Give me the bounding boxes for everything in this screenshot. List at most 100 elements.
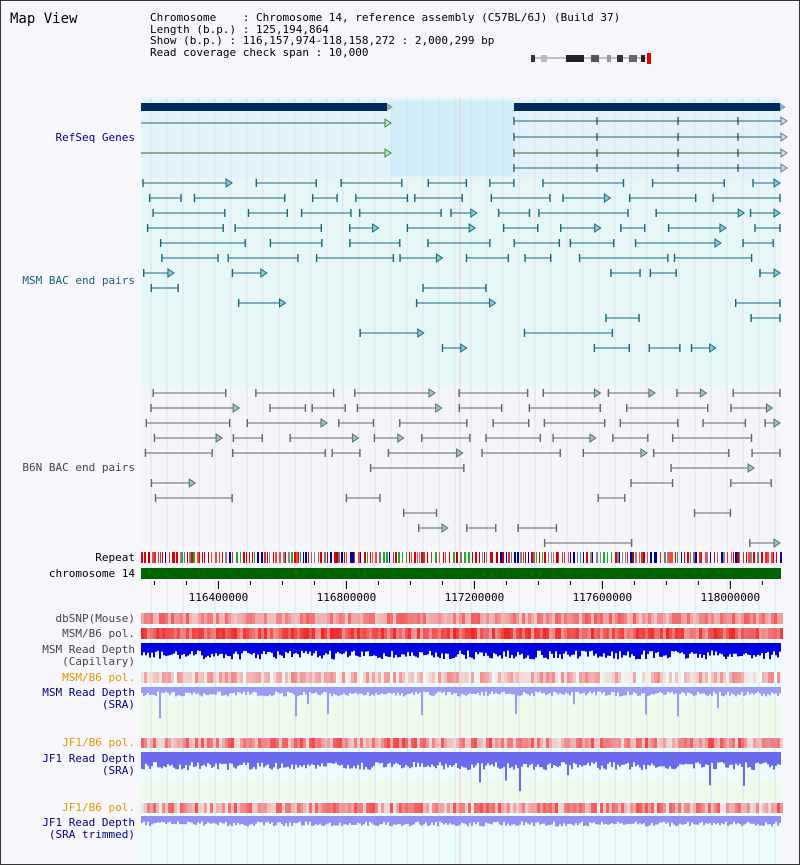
msm-sra-depth-bar (197, 687, 199, 694)
repeat-element (324, 552, 326, 563)
jf1-b6-pol-strip (519, 738, 522, 748)
msm-sra-depth-bar (199, 687, 201, 696)
msm-b6-pol-strip (477, 628, 480, 639)
jf1-trimmed-depth-bar (729, 816, 731, 825)
repeat-element (517, 552, 519, 563)
msm-sra-depth-bar (567, 687, 569, 694)
jf1-sra-depth-bar (643, 752, 645, 765)
msm-b6-pol-strip (174, 628, 177, 639)
msm-sra-depth-bar (445, 687, 447, 696)
msm-b6-pol-strip (174, 672, 177, 683)
msm-capillary-depth-bar (331, 643, 333, 659)
jf1-sra-depth-bar (691, 752, 693, 765)
msm-capillary-depth-bar (475, 643, 477, 653)
track-label-dbsnp[interactable]: dbSNP(Mouse) (55, 612, 135, 625)
dbsnp-strip (297, 613, 300, 624)
msm-b6-pol-strip (495, 628, 498, 639)
dbsnp-strip (387, 613, 390, 624)
ideogram-band (617, 55, 623, 62)
jf1-b6-pol-strip (540, 738, 543, 748)
jf1-sra-depth-bar (505, 752, 507, 781)
jf1-b6-pol-strip (291, 803, 294, 813)
msm-sra-depth-bar (237, 687, 239, 693)
repeat-element (568, 552, 569, 563)
repeat-element (737, 552, 739, 563)
track-label-msm-bac[interactable]: MSM BAC end pairs (22, 274, 135, 287)
track-label-jf1-depth-trim[interactable]: JF1 Read Depth (SRA trimmed) (42, 817, 135, 841)
msm-b6-pol-strip (435, 672, 438, 683)
msm-capillary-depth-bar (245, 643, 247, 652)
msm-capillary-depth-bar (421, 643, 423, 653)
msm-capillary-depth-bar (307, 643, 309, 654)
msm-b6-pol-strip (387, 672, 390, 683)
jf1-trimmed-depth-bar (351, 816, 353, 825)
jf1-b6-pol-strip (564, 738, 567, 748)
jf1-trimmed-depth-bar (475, 816, 477, 825)
dbsnp-strip (486, 613, 489, 624)
track-label-jf1-depth-sra[interactable]: JF1 Read Depth (SRA) (42, 753, 135, 777)
track-label-msm-b6-pol-2[interactable]: MSM/B6 pol. (62, 671, 135, 684)
msm-sra-depth-bar (677, 687, 679, 717)
dbsnp-strip (690, 613, 693, 624)
track-label-repeat[interactable]: Repeat (95, 551, 135, 564)
msm-b6-pol-strip (297, 672, 300, 683)
jf1-sra-depth-bar (157, 752, 159, 768)
jf1-trimmed-depth-bar (329, 816, 331, 823)
msm-sra-depth-bar (583, 687, 585, 693)
track-label-jf1-b6-pol-1[interactable]: JF1/B6 pol. (62, 736, 135, 749)
track-label-msm-depth-sra[interactable]: MSM Read Depth (SRA) (42, 687, 135, 711)
jf1-trimmed-depth-bar (333, 816, 335, 826)
repeat-element (746, 552, 747, 563)
jf1-trimmed-depth-bar (561, 816, 563, 827)
msm-capillary-depth-bar (215, 643, 217, 654)
msm-sra-depth-bar (553, 687, 555, 692)
track-label-b6n-bac[interactable]: B6N BAC end pairs (22, 461, 135, 474)
dbsnp-strip (615, 613, 618, 624)
repeat-element (525, 552, 526, 563)
jf1-trimmed-depth-bar (685, 816, 687, 824)
jf1-trimmed-depth-bar (449, 816, 451, 824)
jf1-sra-depth-bar (199, 752, 201, 769)
msm-sra-depth-bar (305, 687, 307, 695)
b6n-bac-pair-arrow (215, 433, 224, 443)
msm-b6-pol-strip (273, 628, 276, 639)
jf1-b6-pol-strip (522, 803, 525, 813)
msm-sra-depth-bar (727, 687, 729, 692)
jf1-sra-depth-bar (149, 752, 151, 769)
track-label-msm-depth-cap[interactable]: MSM Read Depth (Capillary) (42, 644, 135, 668)
msm-b6-pol-strip (393, 628, 396, 639)
msm-sra-depth-bar (713, 687, 715, 692)
jf1-trimmed-depth-bar (289, 816, 291, 823)
track-label-jf1-b6-pol-2[interactable]: JF1/B6 pol. (62, 801, 135, 814)
repeat-element (667, 552, 669, 563)
repeat-element (311, 552, 312, 563)
jf1-sra-depth-bar (509, 752, 511, 769)
msm-b6-pol-strip (273, 672, 276, 683)
dbsnp-strip (765, 613, 768, 624)
msm-capillary-depth-bar (197, 643, 199, 651)
dbsnp-strip (705, 613, 708, 624)
jf1-b6-pol-strip (675, 738, 678, 748)
jf1-trimmed-depth-bar (745, 816, 747, 824)
info-show: Show (b.p.) : 116,157,974-118,158,272 : … (150, 34, 495, 47)
b6n-bac-pair-arrow (589, 433, 597, 443)
msm-sra-depth-bar (707, 687, 709, 697)
msm-b6-pol-strip (468, 672, 471, 683)
jf1-b6-pol-strip (591, 738, 594, 748)
track-label-refseq[interactable]: RefSeq Genes (55, 131, 135, 144)
msm-b6-pol-strip (729, 672, 732, 683)
msm-capillary-depth-bar (283, 643, 285, 659)
track-label-msm-b6-pol-1[interactable]: MSM/B6 pol. (62, 627, 135, 640)
dbsnp-strip (567, 613, 570, 624)
msm-b6-pol-strip (618, 672, 621, 683)
msm-sra-depth-bar (435, 687, 437, 694)
jf1-b6-pol-strip (588, 803, 591, 813)
jf1-b6-pol-strip (564, 803, 567, 813)
msm-b6-pol-strip (504, 672, 507, 683)
jf1-b6-pol-strip (744, 803, 747, 813)
track-label-chromosome[interactable]: chromosome 14 (48, 567, 135, 580)
jf1-trimmed-depth-bar (595, 816, 597, 825)
jf1-sra-depth-bar (711, 752, 713, 763)
jf1-trimmed-depth-bar (481, 816, 483, 827)
